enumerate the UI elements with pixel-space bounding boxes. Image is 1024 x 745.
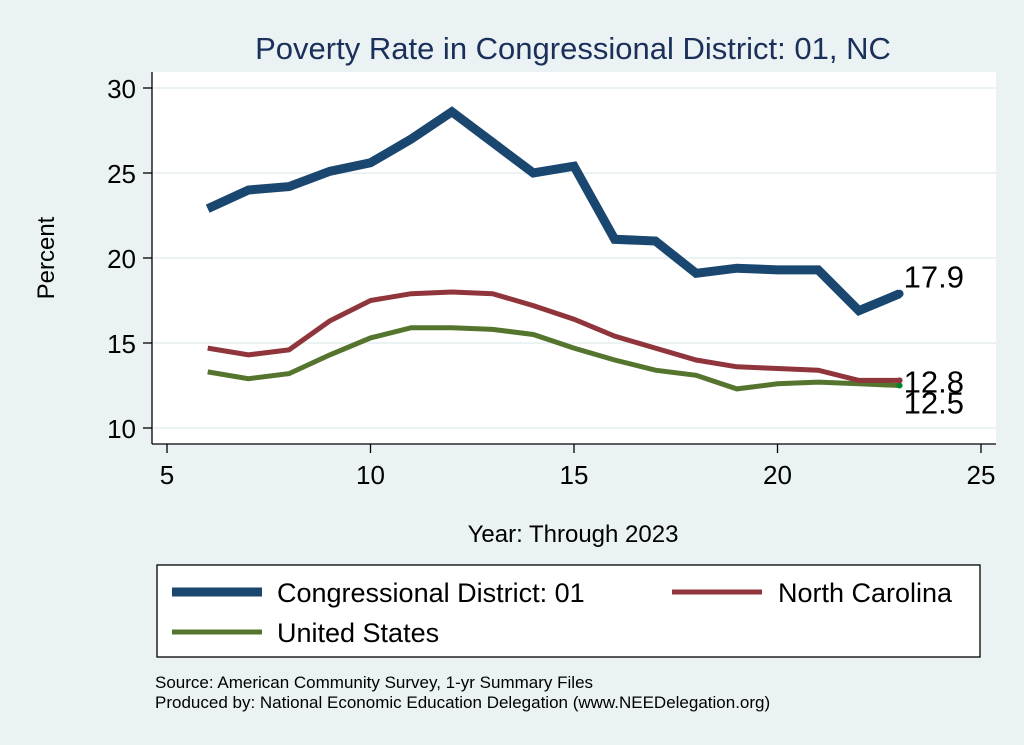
legend-box (156, 564, 981, 658)
x-tick-label: 25 (967, 460, 996, 490)
end-point-district (895, 289, 904, 298)
y-tick-label: 25 (107, 159, 136, 189)
series-line-district (205, 106, 902, 317)
y-axis-title: Percent (33, 216, 60, 299)
legend-label-district: Congressional District: 01 (277, 578, 585, 608)
x-tick-label: 15 (560, 460, 589, 490)
y-tick-label: 30 (107, 74, 136, 104)
end-point-united-states (896, 382, 903, 389)
x-axis-ticks: 5 10 15 20 25 (160, 444, 996, 490)
series-line-united-states (207, 325, 900, 392)
y-axis-ticks: 10 15 20 25 30 (107, 74, 152, 444)
legend-label-united-states: United States (277, 618, 439, 648)
y-tick-label: 20 (107, 244, 136, 274)
y-tick-label: 15 (107, 329, 136, 359)
legend: Congressional District: 01 North Carolin… (156, 564, 981, 658)
y-tick-label: 10 (107, 414, 136, 444)
x-tick-label: 5 (160, 460, 174, 490)
x-tick-label: 20 (763, 460, 792, 490)
x-axis-title: Year: Through 2023 (468, 521, 679, 548)
legend-label-north-carolina: North Carolina (778, 578, 953, 608)
series-line-north-carolina (207, 289, 900, 383)
series-lines (205, 106, 904, 392)
end-point-north-carolina (896, 377, 903, 384)
end-label-district: 17.9 (904, 260, 964, 295)
producer-note: Produced by: National Economic Education… (155, 693, 770, 712)
end-labels: 17.9 12.812.5 (904, 260, 964, 421)
chart-title: Poverty Rate in Congressional District: … (255, 31, 891, 66)
end-label-north-carolina: 12.8 (904, 364, 964, 399)
x-tick-label: 10 (356, 460, 385, 490)
end-label-united-states: 12.5 (904, 386, 964, 421)
source-note: Source: American Community Survey, 1-yr … (155, 673, 593, 692)
